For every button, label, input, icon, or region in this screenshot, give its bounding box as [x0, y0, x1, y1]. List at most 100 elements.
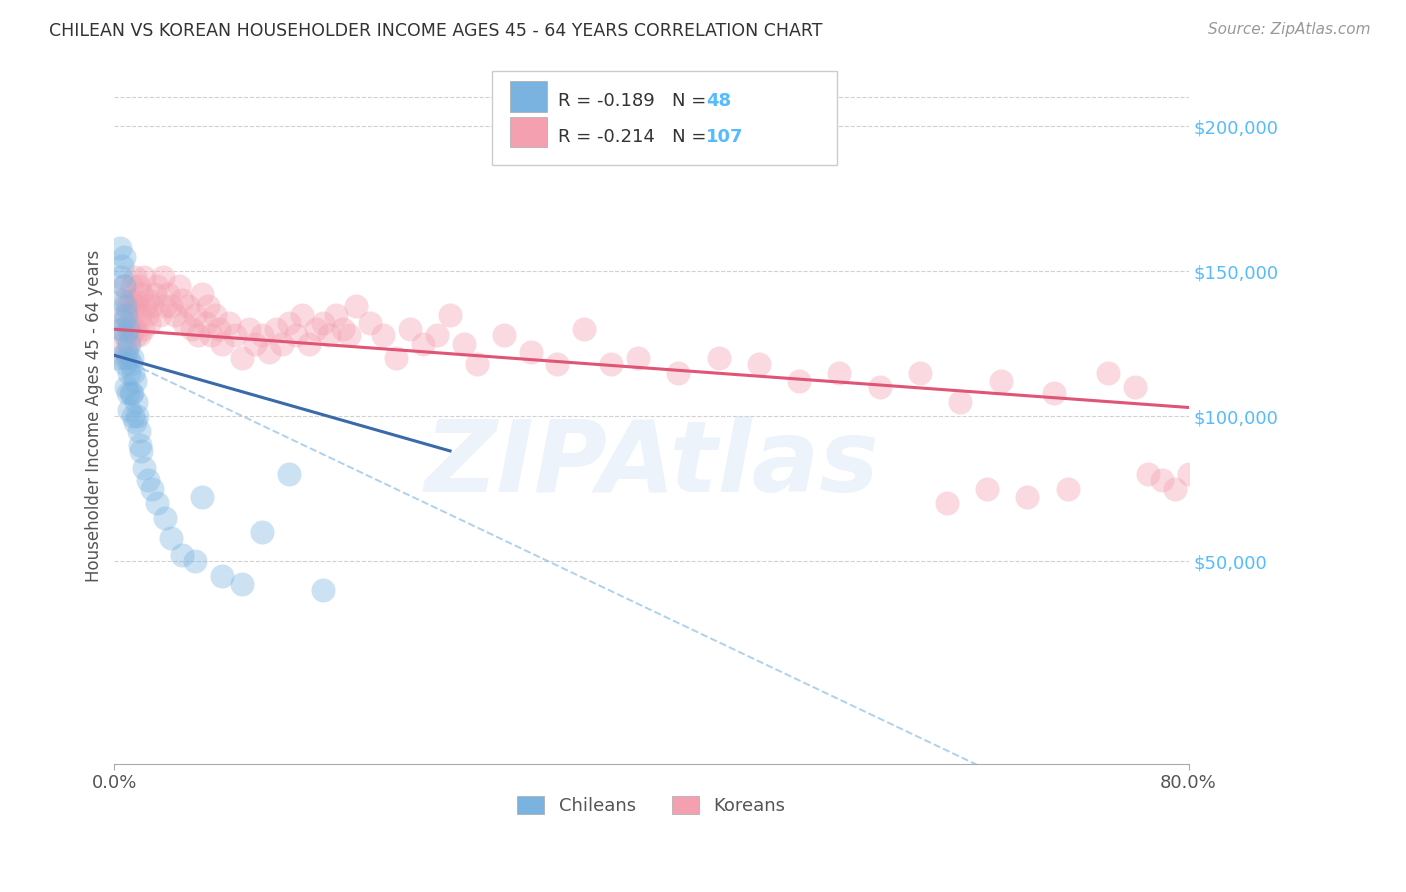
Point	[218, 317, 240, 331]
Point	[112, 278, 135, 293]
Point	[135, 308, 157, 322]
Text: CHILEAN VS KOREAN HOUSEHOLDER INCOME AGES 45 - 64 YEARS CORRELATION CHART: CHILEAN VS KOREAN HOUSEHOLDER INCOME AGE…	[49, 22, 823, 40]
Point	[574, 322, 596, 336]
Point	[111, 336, 134, 351]
Point	[157, 287, 180, 301]
Point	[120, 293, 142, 308]
Point	[124, 270, 146, 285]
Point	[173, 317, 195, 331]
Point	[132, 270, 155, 285]
Point	[250, 328, 273, 343]
Point	[118, 336, 141, 351]
Point	[108, 241, 131, 255]
Point	[211, 568, 233, 582]
Point	[305, 322, 328, 336]
Point	[121, 278, 143, 293]
Point	[298, 336, 321, 351]
Point	[128, 278, 150, 293]
Point	[264, 322, 287, 336]
Point	[1123, 380, 1146, 394]
Point	[177, 299, 200, 313]
Point	[146, 496, 169, 510]
Point	[127, 409, 149, 424]
Point	[271, 336, 294, 351]
Point	[1164, 482, 1187, 496]
Point	[371, 328, 394, 343]
Point	[163, 308, 186, 322]
Text: R = -0.189   N =: R = -0.189 N =	[558, 92, 713, 110]
Point	[257, 345, 280, 359]
Point	[1056, 482, 1078, 496]
Point	[129, 287, 152, 301]
Point	[110, 270, 132, 285]
Point	[115, 308, 138, 322]
Point	[118, 366, 141, 380]
Point	[120, 328, 142, 343]
Point	[600, 357, 623, 371]
Point	[114, 299, 136, 313]
Point	[128, 424, 150, 438]
Point	[115, 293, 138, 308]
Point	[344, 299, 367, 313]
Point	[125, 293, 148, 308]
Point	[121, 322, 143, 336]
Point	[194, 317, 217, 331]
Point	[184, 308, 207, 322]
Point	[547, 357, 569, 371]
Point	[159, 299, 181, 313]
Point	[1043, 386, 1066, 401]
Point	[1097, 366, 1119, 380]
Point	[231, 577, 253, 591]
Point	[869, 380, 891, 394]
Point	[114, 328, 136, 343]
Point	[122, 409, 145, 424]
Point	[114, 351, 136, 366]
Point	[136, 293, 159, 308]
Point	[124, 415, 146, 429]
Point	[114, 308, 136, 322]
Text: 48: 48	[706, 92, 731, 110]
Point	[337, 328, 360, 343]
Point	[122, 366, 145, 380]
Point	[184, 554, 207, 568]
Point	[155, 299, 177, 313]
Point	[492, 328, 515, 343]
Point	[110, 322, 132, 336]
Point	[125, 328, 148, 343]
Point	[111, 259, 134, 273]
Point	[224, 328, 246, 343]
Point	[107, 351, 129, 366]
Point	[1137, 467, 1160, 482]
Point	[120, 386, 142, 401]
Point	[278, 317, 301, 331]
Point	[1150, 473, 1173, 487]
Point	[385, 351, 408, 366]
Point	[828, 366, 851, 380]
Point	[128, 328, 150, 343]
Point	[115, 345, 138, 359]
Point	[117, 386, 139, 401]
Point	[110, 322, 132, 336]
Point	[136, 473, 159, 487]
Point	[949, 394, 972, 409]
Point	[152, 270, 174, 285]
Point	[284, 328, 307, 343]
Point	[519, 345, 541, 359]
Point	[278, 467, 301, 482]
Point	[465, 357, 488, 371]
Point	[359, 317, 381, 331]
Point	[141, 299, 163, 313]
Point	[146, 278, 169, 293]
Point	[117, 351, 139, 366]
Point	[124, 322, 146, 336]
Point	[149, 308, 172, 322]
Point	[1177, 467, 1199, 482]
Point	[291, 308, 314, 322]
Point	[398, 322, 420, 336]
Point	[990, 375, 1012, 389]
Point	[238, 322, 260, 336]
Point	[325, 308, 347, 322]
Point	[143, 287, 166, 301]
Point	[117, 336, 139, 351]
Point	[245, 336, 267, 351]
